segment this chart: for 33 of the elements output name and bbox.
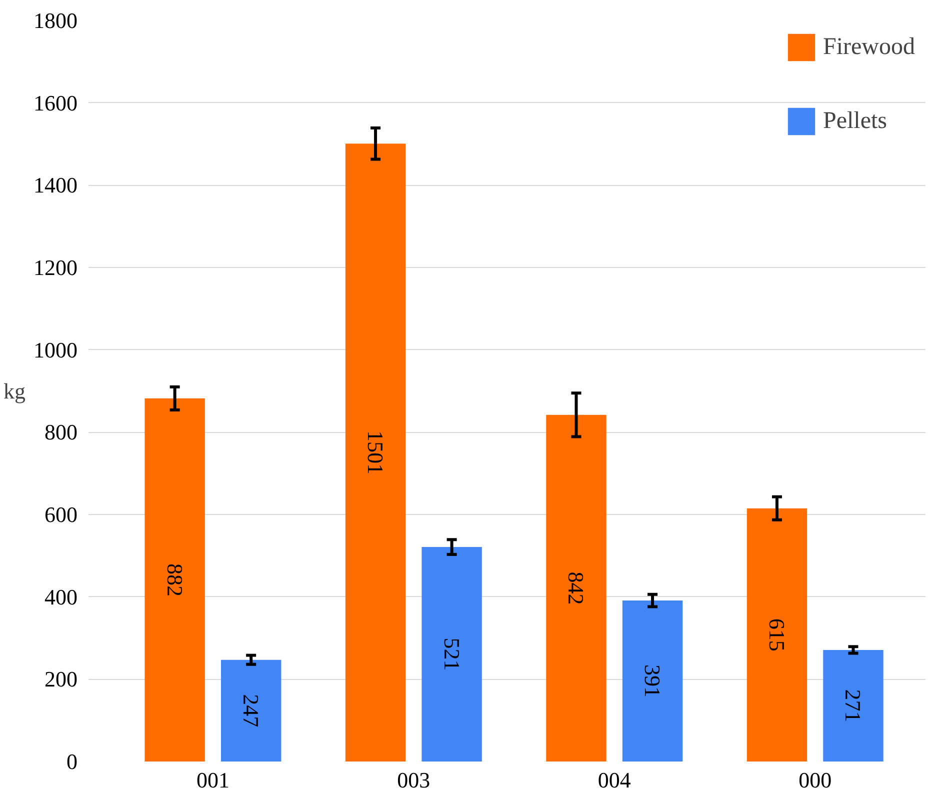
- y-tick-label: 1600: [34, 90, 78, 116]
- y-tick-label: 400: [44, 584, 78, 610]
- data-label: 842: [564, 572, 589, 605]
- y-tick-label: 1000: [34, 337, 78, 362]
- y-tick-label: 800: [44, 420, 78, 445]
- data-label: 521: [439, 638, 464, 671]
- bar: [144, 398, 205, 762]
- bar: [746, 508, 808, 762]
- x-tick-label: 000: [798, 768, 832, 792]
- y-tick-label: 600: [44, 502, 78, 527]
- data-label: 271: [840, 689, 866, 722]
- x-tick-label: 004: [598, 768, 631, 792]
- bar: [220, 660, 282, 762]
- bar: [422, 547, 482, 762]
- y-tick-label: 1200: [34, 255, 78, 280]
- y-tick-label: 1400: [34, 172, 78, 198]
- x-tick-label: 003: [397, 768, 430, 792]
- y-tick-label: 0: [66, 749, 78, 774]
- data-label: 615: [764, 618, 790, 652]
- legend-label: Pellets: [823, 108, 887, 134]
- data-label: 882: [162, 563, 188, 596]
- bar: [345, 144, 406, 762]
- data-label: 247: [238, 694, 264, 728]
- y-tick-label: 200: [44, 666, 78, 692]
- data-label: 391: [640, 664, 666, 698]
- data-label: 1501: [363, 430, 388, 475]
- bar: [823, 650, 884, 762]
- bar: [622, 600, 683, 762]
- x-tick-label: 001: [196, 768, 230, 792]
- bar: [546, 414, 606, 762]
- legend-label: Firewood: [823, 34, 915, 60]
- y-axis-title: kg: [4, 378, 26, 404]
- y-tick-label: 1800: [34, 8, 78, 33]
